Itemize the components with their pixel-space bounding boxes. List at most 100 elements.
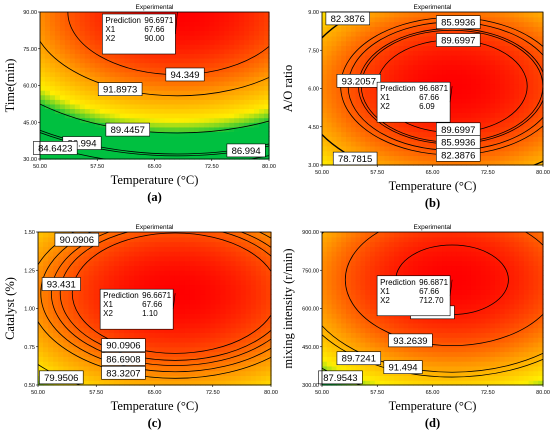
heatmap-cell <box>224 90 230 96</box>
heatmap-cell <box>44 34 51 41</box>
heatmap-cell <box>169 94 176 100</box>
heatmap-cell <box>240 380 247 386</box>
heatmap-cell <box>341 232 347 238</box>
heatmap-cell <box>260 322 267 329</box>
heatmap-cell <box>245 241 252 247</box>
heatmap-cell <box>184 53 190 59</box>
heatmap-cell <box>44 85 51 91</box>
heatmap-cell <box>179 346 186 353</box>
heatmap-cell <box>350 88 357 94</box>
heatmap-cell <box>408 131 414 137</box>
heatmap-cell <box>341 279 347 286</box>
heatmap-cell <box>189 145 195 151</box>
heatmap-cell <box>159 346 166 353</box>
heatmap-cell <box>200 284 206 290</box>
heatmap-cell <box>189 313 196 319</box>
heatmap-cell <box>235 313 242 319</box>
heatmap-cell <box>365 241 371 247</box>
heatmap-cell <box>523 40 530 47</box>
heatmap-cell <box>139 85 146 91</box>
heatmap-cell <box>124 103 131 110</box>
heatmap-cell <box>174 232 181 238</box>
heatmap-cell <box>134 94 141 100</box>
heatmap-cell <box>331 131 338 137</box>
heatmap-cell <box>494 78 501 85</box>
heatmap-cell <box>461 69 467 75</box>
heatmap-cell <box>456 69 462 75</box>
heatmap-cell <box>154 370 161 377</box>
heatmap-cell <box>83 284 90 290</box>
heatmap-cell <box>169 140 176 146</box>
heatmap-cell <box>260 361 267 367</box>
heatmap-cell <box>260 284 267 290</box>
heatmap-cell <box>326 55 333 61</box>
heatmap-cell <box>514 40 520 47</box>
heatmap-cell <box>159 67 166 73</box>
heatmap-cell <box>326 98 333 104</box>
heatmap-cell <box>437 74 443 80</box>
heatmap-cell <box>174 126 180 133</box>
heatmap-cell <box>210 236 216 243</box>
heatmap-cell <box>254 57 260 64</box>
heatmap-cell <box>195 322 201 329</box>
heatmap-cell <box>341 255 347 262</box>
heatmap-cell <box>69 53 76 59</box>
heatmap-cell <box>63 361 69 367</box>
heatmap-cell <box>73 341 80 348</box>
heatmap-cell <box>43 313 49 319</box>
heatmap-cell <box>514 141 520 147</box>
heatmap-cell <box>179 62 185 68</box>
heatmap-cell <box>350 270 357 276</box>
heatmap-cell <box>119 67 126 73</box>
heatmap-cell <box>179 356 186 362</box>
heatmap-cell <box>149 126 156 133</box>
heatmap-cell <box>509 160 515 166</box>
heatmap-cell <box>379 141 386 147</box>
heatmap-cell <box>154 241 161 247</box>
heatmap-cell <box>43 298 49 305</box>
heatmap-cell <box>84 21 91 27</box>
heatmap-cell <box>234 39 240 45</box>
heatmap-cell <box>73 337 80 343</box>
heatmap-cell <box>250 308 257 314</box>
heatmap-cell <box>365 88 371 94</box>
heatmap-cell <box>518 83 525 90</box>
heatmap-cell <box>49 122 56 128</box>
heatmap-cell <box>144 255 151 262</box>
heatmap-cell <box>499 117 506 123</box>
heatmap-cell <box>259 99 265 105</box>
heatmap-cell <box>249 136 255 142</box>
heatmap-cell <box>195 251 201 257</box>
heatmap-cell <box>374 40 381 47</box>
heatmap-cell <box>538 136 544 142</box>
heatmap-cell <box>200 322 206 329</box>
heatmap-cell <box>103 380 110 386</box>
heatmap-cell <box>514 112 520 118</box>
heatmap-cell <box>200 241 206 247</box>
heatmap-cell <box>322 284 328 290</box>
heatmap-cell <box>189 126 195 133</box>
heatmap-cell <box>244 25 250 31</box>
heatmap-cell <box>40 136 46 142</box>
heatmap-cell <box>331 289 338 295</box>
heatmap-cell <box>456 107 462 114</box>
heatmap-cell <box>245 351 252 357</box>
heatmap-cell <box>490 155 496 161</box>
heatmap-cell <box>189 370 196 377</box>
heatmap-cell <box>341 145 347 152</box>
heatmap-cell <box>204 44 210 50</box>
heatmap-cell <box>264 136 270 142</box>
heatmap-cell <box>64 53 71 59</box>
heatmap-cell <box>144 76 151 82</box>
heatmap-cell <box>54 34 61 41</box>
y-axis-label: Time(min) <box>3 59 17 113</box>
contour-line <box>40 129 269 155</box>
heatmap-cell <box>379 74 386 80</box>
heatmap-cell <box>374 322 381 329</box>
heatmap-cell <box>398 16 405 23</box>
heatmap-cell <box>403 121 410 128</box>
heatmap-cell <box>331 141 338 147</box>
heatmap-cell <box>485 64 491 70</box>
heatmap-cell <box>113 284 120 290</box>
heatmap-cell <box>259 76 265 82</box>
